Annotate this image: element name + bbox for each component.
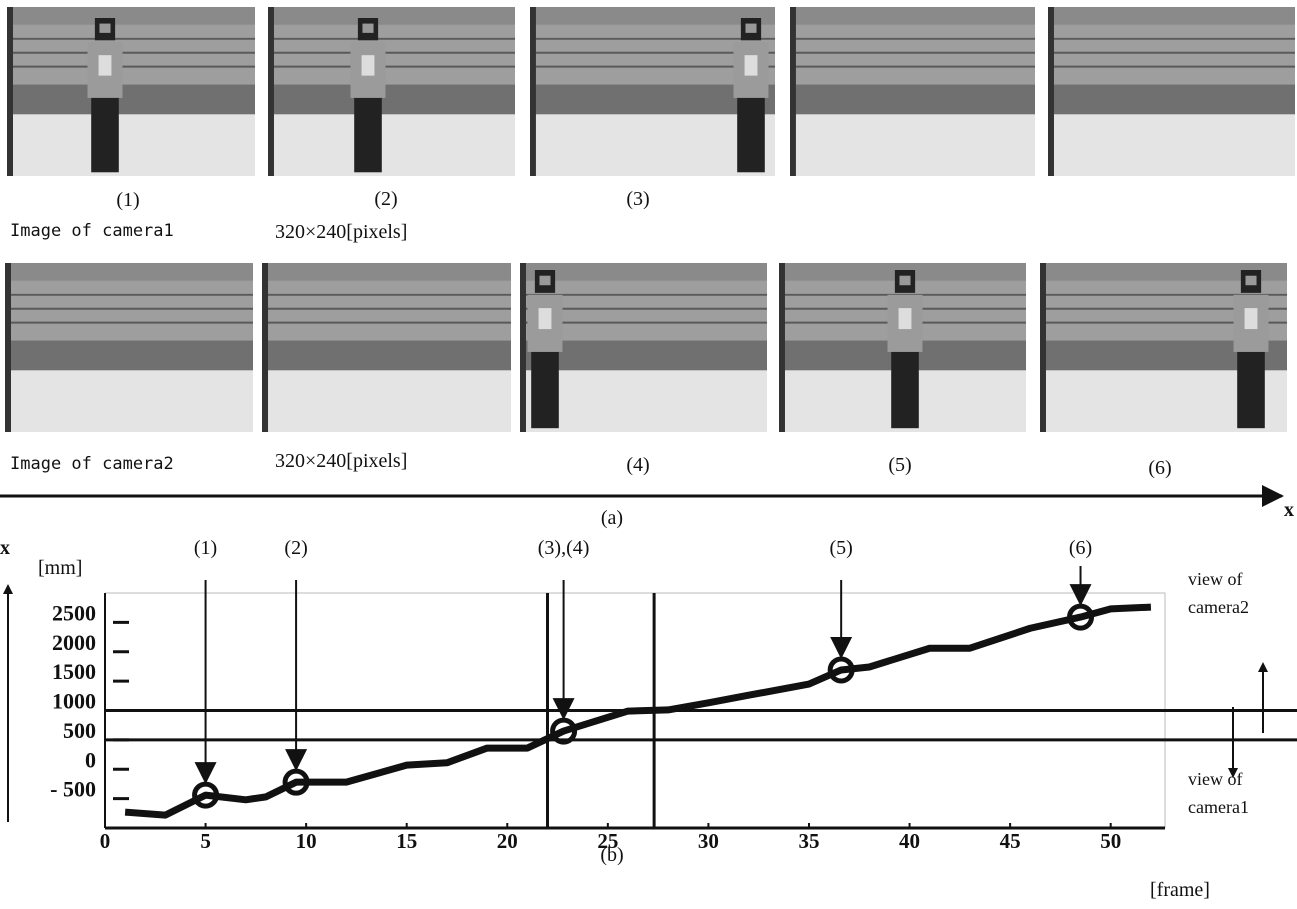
data-line [124,603,1152,819]
x-tick-label: 15 [396,829,417,853]
resolution: 320×240[pixels] [275,450,407,472]
frame-label: (1) [116,189,139,211]
annotation-circle [827,656,855,684]
x-tick-label: 40 [899,829,920,853]
y-tick-label: 0 [85,747,96,772]
camera-view-line: camera1 [1188,797,1249,817]
x-tick-label: 5 [200,829,211,853]
x-tick-label: 10 [296,829,317,853]
y-tick-label: 1000 [52,689,96,714]
frame-label: (2) [374,188,397,210]
annotation-circle [1067,603,1095,631]
y-tick-label: 1500 [52,659,96,684]
x-tick-label: 50 [1100,829,1121,853]
camera-view-label: view of camera1 [1188,769,1249,817]
annotation-label: (3),(4) [538,537,590,559]
annotation-circle [282,768,310,796]
camera-view-label: view of camera2 [1188,569,1249,617]
plot-border [105,592,1166,828]
x-tick-label: 0 [100,829,111,853]
frame-label: (4) [626,454,649,476]
annotation-label: (6) [1069,537,1092,559]
x-tick-label: 25 [597,829,618,853]
annotation-label: (5) [830,537,853,559]
y-tick-label: 2500 [52,600,96,625]
caption: Image of camera2 [10,454,174,474]
camera-view-line: view of [1188,769,1242,789]
frame-label: (6) [1148,457,1171,479]
x-tick-label: 35 [798,829,819,853]
x-unit: [frame] [1150,879,1210,901]
y-axis-symbol: x [0,537,10,559]
y-tick-label: 2000 [52,630,96,655]
panel-label: (b) [600,844,623,866]
annotation-circle [550,717,578,745]
x-tick-label: 30 [698,829,719,853]
x-tick-label: 20 [497,829,518,853]
frame-label: (3) [626,188,649,210]
y-unit: [mm] [38,557,82,579]
panel-label: (a) [601,507,623,529]
axis-symbol: x [1284,499,1294,521]
x-tick-label: 45 [1000,829,1021,853]
camera-view-line: view of [1188,569,1242,589]
camera-views: view of camera2 view of camera1 [1188,569,1249,817]
camera-view-line: camera2 [1188,597,1249,617]
annotation-label: (1) [194,537,217,559]
resolution: 320×240[pixels] [275,221,407,243]
camera1-images [7,7,1295,176]
y-tick-label: 500 [63,718,96,743]
frame-label: (5) [888,454,911,476]
caption: Image of camera1 [10,221,174,241]
annotation-circle [192,781,220,809]
y-tick-label: - 500 [50,777,96,802]
annotation-label: (2) [284,537,307,559]
camera2-images [5,263,1287,432]
